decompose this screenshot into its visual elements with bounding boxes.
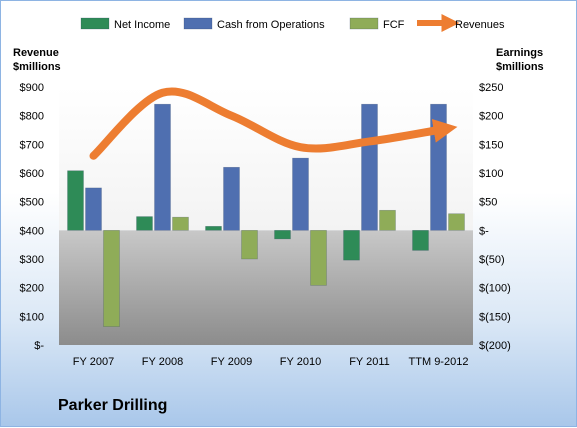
bar-cash-from-operations <box>223 166 240 231</box>
right-tick-label: $100 <box>479 168 503 180</box>
bar-cash-from-operations <box>292 157 309 231</box>
bar-net-income <box>205 226 222 231</box>
bar-fcf <box>379 209 396 231</box>
right-tick-label: $50 <box>479 197 497 209</box>
bar-cash-from-operations <box>430 103 447 231</box>
left-tick-label: $500 <box>20 197 44 209</box>
left-axis-title: Revenue <box>13 47 59 59</box>
x-tick-label: FY 2008 <box>142 356 183 368</box>
right-tick-label: $150 <box>479 139 503 151</box>
legend-label: Net Income <box>114 19 170 31</box>
right-axis-title: $millions <box>496 61 544 73</box>
legend-label: FCF <box>383 19 405 31</box>
x-tick-label: FY 2010 <box>280 356 321 368</box>
legend-swatch-fcf <box>349 17 379 30</box>
bar-fcf <box>172 216 189 231</box>
left-tick-label: $300 <box>20 254 44 266</box>
left-axis-title: $millions <box>13 61 61 73</box>
legend-label: Cash from Operations <box>217 19 325 31</box>
bar-net-income <box>343 230 360 261</box>
bar-fcf <box>310 230 327 286</box>
right-tick-label: $(150) <box>479 311 511 323</box>
plot-area-positive <box>59 87 473 231</box>
right-tick-label: $(50) <box>479 254 505 266</box>
legend-swatch-cash-from-operations <box>183 17 213 30</box>
bar-fcf <box>241 230 258 260</box>
left-tick-label: $400 <box>20 225 44 237</box>
plot-area-negative <box>59 230 473 345</box>
company-name: Parker Drilling <box>58 397 168 414</box>
x-tick-label: FY 2009 <box>211 356 252 368</box>
x-tick-label: TTM 9-2012 <box>409 356 469 368</box>
left-tick-label: $200 <box>20 283 44 295</box>
x-tick-label: FY 2007 <box>73 356 114 368</box>
bar-net-income <box>412 230 429 251</box>
left-tick-label: $900 <box>20 82 44 94</box>
right-tick-label: $(200) <box>479 340 511 352</box>
left-tick-label: $100 <box>20 311 44 323</box>
bar-fcf <box>448 213 465 231</box>
bar-cash-from-operations <box>154 103 171 231</box>
right-tick-label: $250 <box>479 82 503 94</box>
left-tick-label: $700 <box>20 139 44 151</box>
bar-net-income <box>67 170 84 231</box>
left-tick-label: $- <box>34 340 44 352</box>
legend-swatch-net-income <box>80 17 110 30</box>
bar-cash-from-operations <box>361 103 378 231</box>
bar-net-income <box>274 230 291 240</box>
right-tick-label: $(100) <box>479 283 511 295</box>
right-tick-label: $- <box>479 225 489 237</box>
left-tick-label: $800 <box>20 111 44 123</box>
bar-cash-from-operations <box>85 187 102 231</box>
x-tick-label: FY 2011 <box>349 356 390 368</box>
legend-label: Revenues <box>455 19 505 31</box>
right-tick-label: $200 <box>479 111 503 123</box>
bar-fcf <box>103 230 120 327</box>
left-tick-label: $600 <box>20 168 44 180</box>
bar-net-income <box>136 216 153 231</box>
revenue-line <box>89 87 458 160</box>
right-axis-title: Earnings <box>496 47 543 59</box>
